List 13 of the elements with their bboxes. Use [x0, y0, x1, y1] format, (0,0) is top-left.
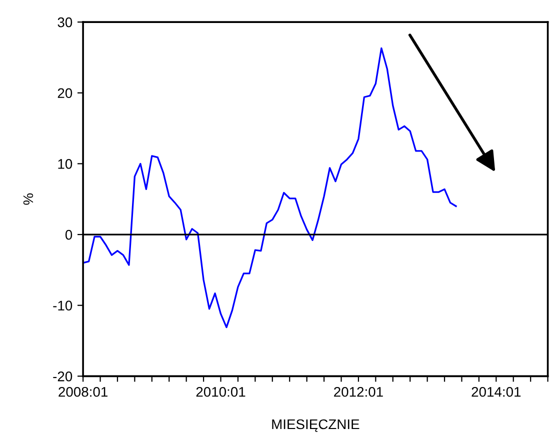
y-tick-label: 20: [58, 88, 72, 98]
y-tick-label: 10: [58, 159, 72, 169]
x-tick-label: 2010:01: [196, 386, 246, 397]
x-tick-label: 2012:01: [334, 386, 383, 397]
line-series: [83, 47, 457, 328]
y-tick-label: 0: [65, 230, 72, 240]
y-axis-title: %: [23, 193, 34, 205]
y-tick-label: -20: [53, 372, 72, 382]
x-tick-label: 2014:01: [472, 386, 521, 397]
x-axis-title: MIESIĘCZNIE: [272, 419, 360, 432]
y-tick-label: -10: [53, 300, 72, 311]
x-tick-label: 2008:01: [58, 386, 108, 397]
y-tick-label: 30: [58, 17, 72, 28]
